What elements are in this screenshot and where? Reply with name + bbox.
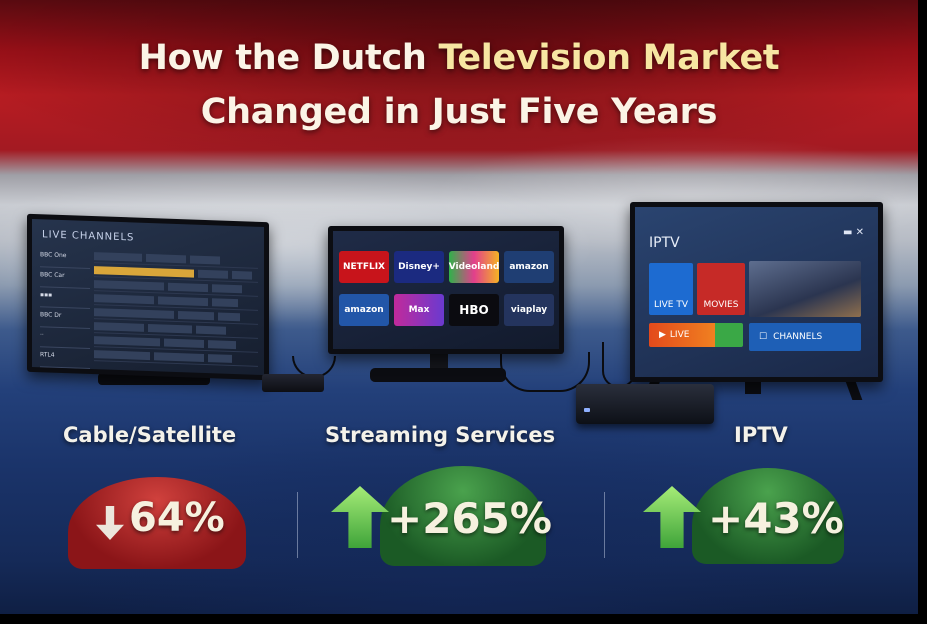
viaplay-tile: viaplay: [504, 294, 554, 326]
divider: [604, 492, 605, 558]
movies-tile: MOVIES: [697, 263, 745, 315]
headline-line-2: Changed in Just Five Years: [200, 92, 718, 132]
live-tv-tile: LIVE TV: [649, 263, 693, 315]
iptv-stat-dome: [692, 468, 844, 564]
headline-prefix: How the Dutch: [138, 38, 439, 78]
iptv-screen-title: IPTV: [649, 235, 680, 251]
iptv-tv: IPTV ▬ ✕ LIVE TV MOVIES ▶ LIVE ☐ CHANNEL…: [630, 202, 883, 382]
streaming-change-value: +265%: [387, 494, 552, 543]
channel-item: BBC One: [40, 247, 90, 269]
streaming-tv: NETFLIX Disney+ Videoland amazon amazon …: [328, 226, 564, 354]
disney-tile: Disney+: [394, 251, 444, 283]
headline-line-1: How the Dutch Television Market: [0, 38, 918, 78]
channels-banner: ☐ CHANNELS: [749, 323, 861, 351]
live-banner: ▶ LIVE: [649, 323, 743, 347]
cable-satellite-label: Cable/Satellite: [63, 423, 237, 447]
videoland-tile: Videoland: [449, 251, 499, 283]
iptv-tv-screen: IPTV ▬ ✕ LIVE TV MOVIES ▶ LIVE ☐ CHANNEL…: [635, 207, 878, 377]
cable-tv: LIVE CHANNELS BBC One BBC Car ▪▪▪ BBC Dr…: [27, 213, 269, 381]
channel-list: BBC One BBC Car ▪▪▪ BBC Dr ·· RTL4: [40, 247, 90, 369]
cable-tv-screen: LIVE CHANNELS BBC One BBC Car ▪▪▪ BBC Dr…: [32, 218, 264, 376]
epg-grid: [94, 249, 258, 367]
streaming-stat-dome: [380, 466, 546, 566]
channels-label: CHANNELS: [773, 332, 823, 342]
divider: [297, 492, 298, 558]
channel-item: BBC Dr: [40, 307, 90, 329]
featured-image: [749, 261, 861, 317]
live-channels-title: LIVE CHANNELS: [42, 229, 135, 244]
channel-item: ▪▪▪: [40, 287, 90, 309]
channel-item: ··: [40, 327, 90, 349]
streaming-services-label: Streaming Services: [325, 423, 556, 447]
streaming-tv-screen: NETFLIX Disney+ Videoland amazon amazon …: [333, 231, 559, 349]
iptv-set-top-box: [576, 384, 714, 424]
headline-highlight: Television Market: [438, 38, 780, 78]
live-label: LIVE: [669, 330, 690, 340]
amazon-tile: amazon: [504, 251, 554, 283]
tv-center-stand: [370, 368, 506, 382]
iptv-label: IPTV: [734, 423, 788, 447]
window-controls-icon: ▬ ✕: [842, 227, 864, 238]
channel-item: RTL4: [40, 347, 90, 369]
cable-change-value: 64%: [129, 495, 225, 541]
tv-right-neck: [745, 380, 761, 394]
iptv-change-value: +43%: [708, 494, 844, 543]
netflix-tile: NETFLIX: [339, 251, 389, 283]
set-top-box-small: [262, 374, 324, 392]
prime-tile: amazon: [339, 294, 389, 326]
infographic-poster: How the Dutch Television Market Changed …: [0, 0, 918, 614]
tv-center-neck: [430, 352, 448, 372]
set-top-box-led: [584, 408, 590, 412]
channel-item: BBC Car: [40, 267, 90, 289]
hbo-tile: HBO: [449, 294, 499, 326]
max-tile: Max: [394, 294, 444, 326]
cable-stat-dome: [68, 477, 246, 569]
